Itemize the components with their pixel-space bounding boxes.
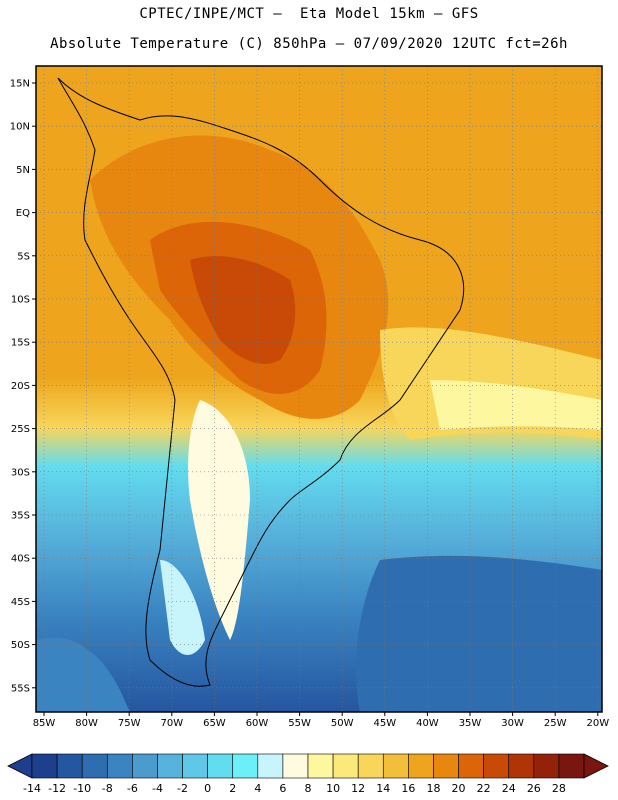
colorbar-label: 20 xyxy=(452,782,466,795)
colorbar-label: 28 xyxy=(552,782,566,795)
colorbar-swatch xyxy=(433,753,459,779)
colorbar: -14 -12 -10 -8 -6 -4 -2 0 2 4 6 8 10 12 14 16 18 20 22 24 26… xyxy=(7,753,609,795)
colorbar-swatch xyxy=(332,753,359,779)
lat-label: 55S xyxy=(11,683,30,694)
colorbar-swatch xyxy=(232,753,259,779)
colorbar-swatches xyxy=(7,753,609,779)
longitude-labels: 85W 80W 75W 70W 65W 60W 55W 50W 45W 40W 35W 30W 25W 2… xyxy=(33,718,610,729)
atlantic-mild xyxy=(430,380,602,430)
lon-label: 20W xyxy=(586,718,609,729)
temperature-field xyxy=(36,66,602,712)
lon-label: 50W xyxy=(331,718,354,729)
map-frame xyxy=(35,65,603,713)
colorbar-swatch xyxy=(408,753,434,779)
colorbar-swatch xyxy=(81,753,108,779)
colorbar-swatch xyxy=(56,753,83,779)
colorbar-low-arrow xyxy=(7,753,33,779)
colorbar-label: -6 xyxy=(127,782,138,795)
colorbar-label: -14 xyxy=(23,782,41,795)
lon-label: 35W xyxy=(459,718,482,729)
colorbar-label: 10 xyxy=(326,782,340,795)
colorbar-swatch xyxy=(106,753,133,779)
lat-label: 50S xyxy=(11,640,30,651)
lat-label: EQ xyxy=(16,208,30,219)
lon-label: 45W xyxy=(373,718,396,729)
colorbar-swatch xyxy=(483,753,510,779)
colorbar-label: 2 xyxy=(229,782,236,795)
colorbar-swatch xyxy=(508,753,535,779)
colorbar-label: 12 xyxy=(351,782,365,795)
lat-label: 15S xyxy=(11,338,30,349)
patagonia-cool xyxy=(160,560,205,655)
lat-label: 20S xyxy=(11,381,30,392)
lon-label: 30W xyxy=(501,718,524,729)
colorbar-swatch xyxy=(257,753,284,779)
colorbar-swatch xyxy=(31,753,58,779)
colorbar-swatch xyxy=(382,753,409,779)
lon-label: 25W xyxy=(544,718,567,729)
lon-label: 80W xyxy=(75,718,98,729)
lat-label: 10N xyxy=(10,122,30,133)
colorbar-label: 22 xyxy=(477,782,491,795)
lon-label: 40W xyxy=(416,718,439,729)
lon-label: 60W xyxy=(246,718,269,729)
lat-label: 45S xyxy=(11,597,30,608)
colorbar-label: -4 xyxy=(152,782,163,795)
colorbar-swatch xyxy=(307,753,334,779)
lat-label: 5N xyxy=(16,165,30,176)
colorbar-labels: -14 -12 -10 -8 -6 -4 -2 0 2 4 6 8 10 12 14 16 18 20 22 24 26… xyxy=(23,782,566,795)
colorbar-label: -2 xyxy=(177,782,188,795)
colorbar-label: 6 xyxy=(279,782,286,795)
colorbar-swatch xyxy=(357,753,384,779)
lat-label: 35S xyxy=(11,511,30,522)
colorbar-label: 24 xyxy=(502,782,516,795)
temperature-map: 15N 10N 5N EQ 5S 10S 15S 20S 25S 30S 35S 40S 45S 50S 5… xyxy=(10,65,610,729)
south-atlantic-cold xyxy=(356,555,602,712)
colorbar-label: 8 xyxy=(305,782,312,795)
colorbar-swatch xyxy=(458,753,484,779)
colorbar-swatch xyxy=(182,753,208,779)
latitude-labels: 15N 10N 5N EQ 5S 10S 15S 20S 25S 30S 35S 40S 45S 50S 5… xyxy=(10,79,30,695)
colorbar-swatch xyxy=(558,753,585,779)
colorbar-label: -12 xyxy=(48,782,66,795)
continent-outline xyxy=(57,77,465,687)
argentina-mild xyxy=(188,400,250,640)
lat-label: 40S xyxy=(11,554,30,565)
lat-label: 5S xyxy=(17,251,30,262)
colorbar-label: 26 xyxy=(527,782,541,795)
colorbar-label: 0 xyxy=(204,782,211,795)
colorbar-swatch xyxy=(207,753,234,779)
map-title-field: Absolute Temperature (C) 850hPa – 07/09/… xyxy=(50,36,568,52)
colorbar-label: -8 xyxy=(102,782,113,795)
lon-label: 55W xyxy=(288,718,311,729)
colorbar-swatch xyxy=(132,753,158,779)
graticule xyxy=(32,66,602,716)
colorbar-label: 18 xyxy=(426,782,440,795)
hottest-region xyxy=(190,256,296,364)
lon-label: 65W xyxy=(203,718,226,729)
colorbar-label: 4 xyxy=(254,782,261,795)
colorbar-label: 16 xyxy=(401,782,415,795)
colorbar-swatch xyxy=(533,753,560,779)
colorbar-swatch xyxy=(157,753,183,779)
lat-label: 25S xyxy=(11,424,30,435)
lon-label: 70W xyxy=(160,718,183,729)
lat-label: 15N xyxy=(10,79,30,90)
colorbar-label: 14 xyxy=(376,782,390,795)
colorbar-swatch xyxy=(282,753,309,779)
lon-label: 85W xyxy=(33,718,56,729)
lon-label: 75W xyxy=(118,718,141,729)
lat-label: 30S xyxy=(11,467,30,478)
south-pacific-cold xyxy=(36,637,130,712)
colorbar-label: -10 xyxy=(73,782,91,795)
lat-label: 10S xyxy=(11,295,30,306)
colorbar-high-arrow xyxy=(583,753,609,779)
map-title-model: CPTEC/INPE/MCT – Eta Model 15km – GFS xyxy=(139,6,479,22)
